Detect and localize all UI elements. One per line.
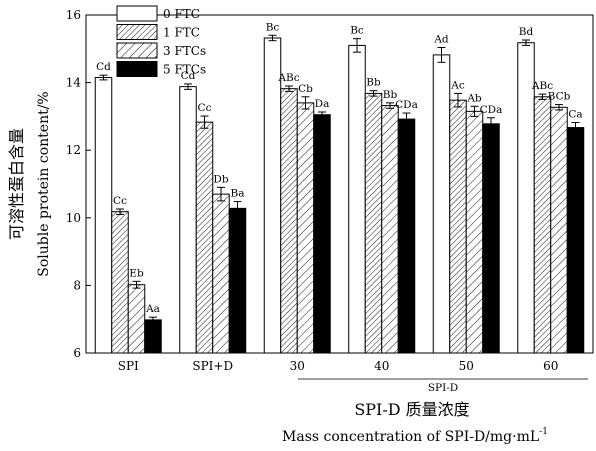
data-label: Bb (383, 89, 398, 101)
bar (144, 319, 162, 354)
data-label: Bd (519, 26, 534, 38)
legend-swatch (116, 61, 158, 77)
data-label: Cd (181, 70, 196, 82)
bar (111, 211, 129, 354)
data-label: CDa (480, 104, 503, 116)
x-axis-title-cn: SPI-D 质量浓度 (354, 400, 469, 419)
data-label: Db (213, 173, 228, 185)
legend-swatch (116, 42, 158, 59)
x-tick-label: 40 (374, 359, 389, 373)
bar (550, 106, 568, 354)
bar (449, 99, 467, 354)
plot-area (85, 14, 594, 354)
legend-label: 3 FTCs (163, 44, 206, 58)
bar (432, 54, 451, 354)
bar (280, 88, 298, 354)
bar (94, 77, 113, 354)
legend-swatch (116, 5, 158, 22)
data-label: Bb (366, 77, 381, 89)
legend-label: 5 FTCs (163, 63, 206, 77)
bar (313, 114, 331, 354)
x-axis-title-en-main: Mass concentration of SPI-D/mg·mL (282, 429, 539, 445)
x-tick-label: 30 (290, 359, 305, 373)
data-label: Eb (129, 267, 144, 279)
legend-label: 0 FTC (163, 7, 200, 21)
data-label: Cc (113, 195, 127, 207)
x-tick-label: SPI (118, 359, 139, 373)
bar-series: CdCcEbAaCdCcDbBaBcABcCbDaBcBbBbCDaAdAcAb… (94, 21, 585, 354)
bar (228, 207, 247, 354)
data-label: Bc (350, 25, 364, 37)
legend-swatch (116, 24, 158, 40)
x-axis: SPI SPI+D 30 40 50 60 (118, 348, 558, 373)
data-label: CDa (395, 99, 418, 111)
legend: 0 FTC 1 FTC 3 FTCs 5 FTCs (116, 5, 206, 77)
y-axis-title-cn: 可溶性蛋白含量 (7, 128, 26, 240)
data-label: Ad (433, 33, 449, 45)
bar (296, 102, 315, 354)
bar (566, 127, 585, 354)
bar (212, 193, 230, 354)
data-label: Aa (145, 303, 160, 315)
bar (127, 284, 146, 354)
data-label: Da (315, 98, 330, 110)
x-axis-title-en: Mass concentration of SPI-D/mg·mL-1 (282, 427, 548, 445)
plot-frame (85, 14, 594, 354)
data-label: BCb (548, 91, 571, 103)
bar (364, 92, 383, 354)
x-tick-label: 60 (543, 359, 558, 373)
bar (381, 105, 399, 354)
x-tick-label: 50 (459, 359, 474, 373)
y-tick-label: 6 (73, 346, 81, 360)
data-label: ABc (277, 72, 299, 84)
y-tick-label: 8 (73, 278, 81, 292)
data-label: Ca (568, 108, 582, 120)
y-tick-label: 16 (66, 8, 81, 22)
y-tick-label: 12 (66, 143, 81, 157)
data-label: ABc (531, 80, 553, 92)
bar (533, 96, 552, 354)
bar (179, 86, 197, 354)
bar (263, 37, 282, 354)
x-tick-label: SPI+D (192, 359, 233, 373)
data-label: Ac (450, 79, 465, 91)
data-label: Ba (231, 188, 245, 200)
bar (465, 110, 484, 354)
group-bracket: SPI-D (298, 378, 588, 394)
bar (397, 118, 416, 354)
data-label: Cd (96, 61, 111, 73)
bar (195, 121, 214, 354)
data-label: Ab (466, 92, 482, 104)
legend-label: 1 FTC (163, 26, 200, 40)
y-axis-title-en: Soluble protein content/% (36, 91, 52, 277)
x-axis-title-en-sup: -1 (539, 427, 548, 437)
group-axis-label: SPI-D (428, 382, 458, 394)
data-label: Cb (298, 83, 313, 95)
y-tick-label: 10 (66, 211, 81, 225)
data-label: Cc (198, 102, 212, 114)
y-axis: 6 8 10 12 14 16 (66, 8, 91, 360)
bar (482, 123, 500, 354)
y-tick-label: 14 (66, 76, 82, 90)
bar (348, 44, 366, 354)
data-label: Bc (266, 21, 280, 33)
